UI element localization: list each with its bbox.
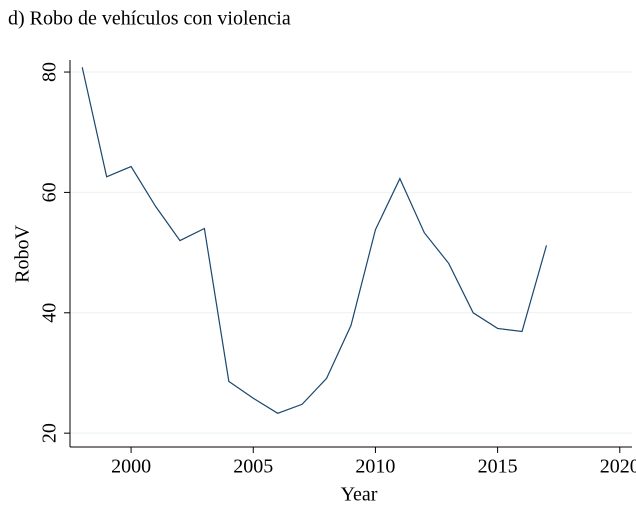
y-axis-label: RoboV — [12, 225, 34, 283]
y-tick-label: 80 — [39, 62, 61, 82]
line-series — [81, 67, 548, 414]
x-tick-label: 2015 — [478, 456, 518, 478]
x-axis-label: Year — [341, 484, 378, 506]
y-tick-label: 20 — [39, 423, 61, 443]
x-tick-label: 2010 — [355, 456, 395, 478]
y-tick-label: 40 — [39, 303, 61, 323]
chart-title: d) Robo de vehículos con violencia — [8, 8, 291, 30]
y-tick-label: 60 — [39, 182, 61, 202]
x-tick-label: 2020 — [600, 456, 636, 478]
x-tick-label: 2005 — [233, 456, 273, 478]
x-tick-label: 2000 — [111, 456, 151, 478]
